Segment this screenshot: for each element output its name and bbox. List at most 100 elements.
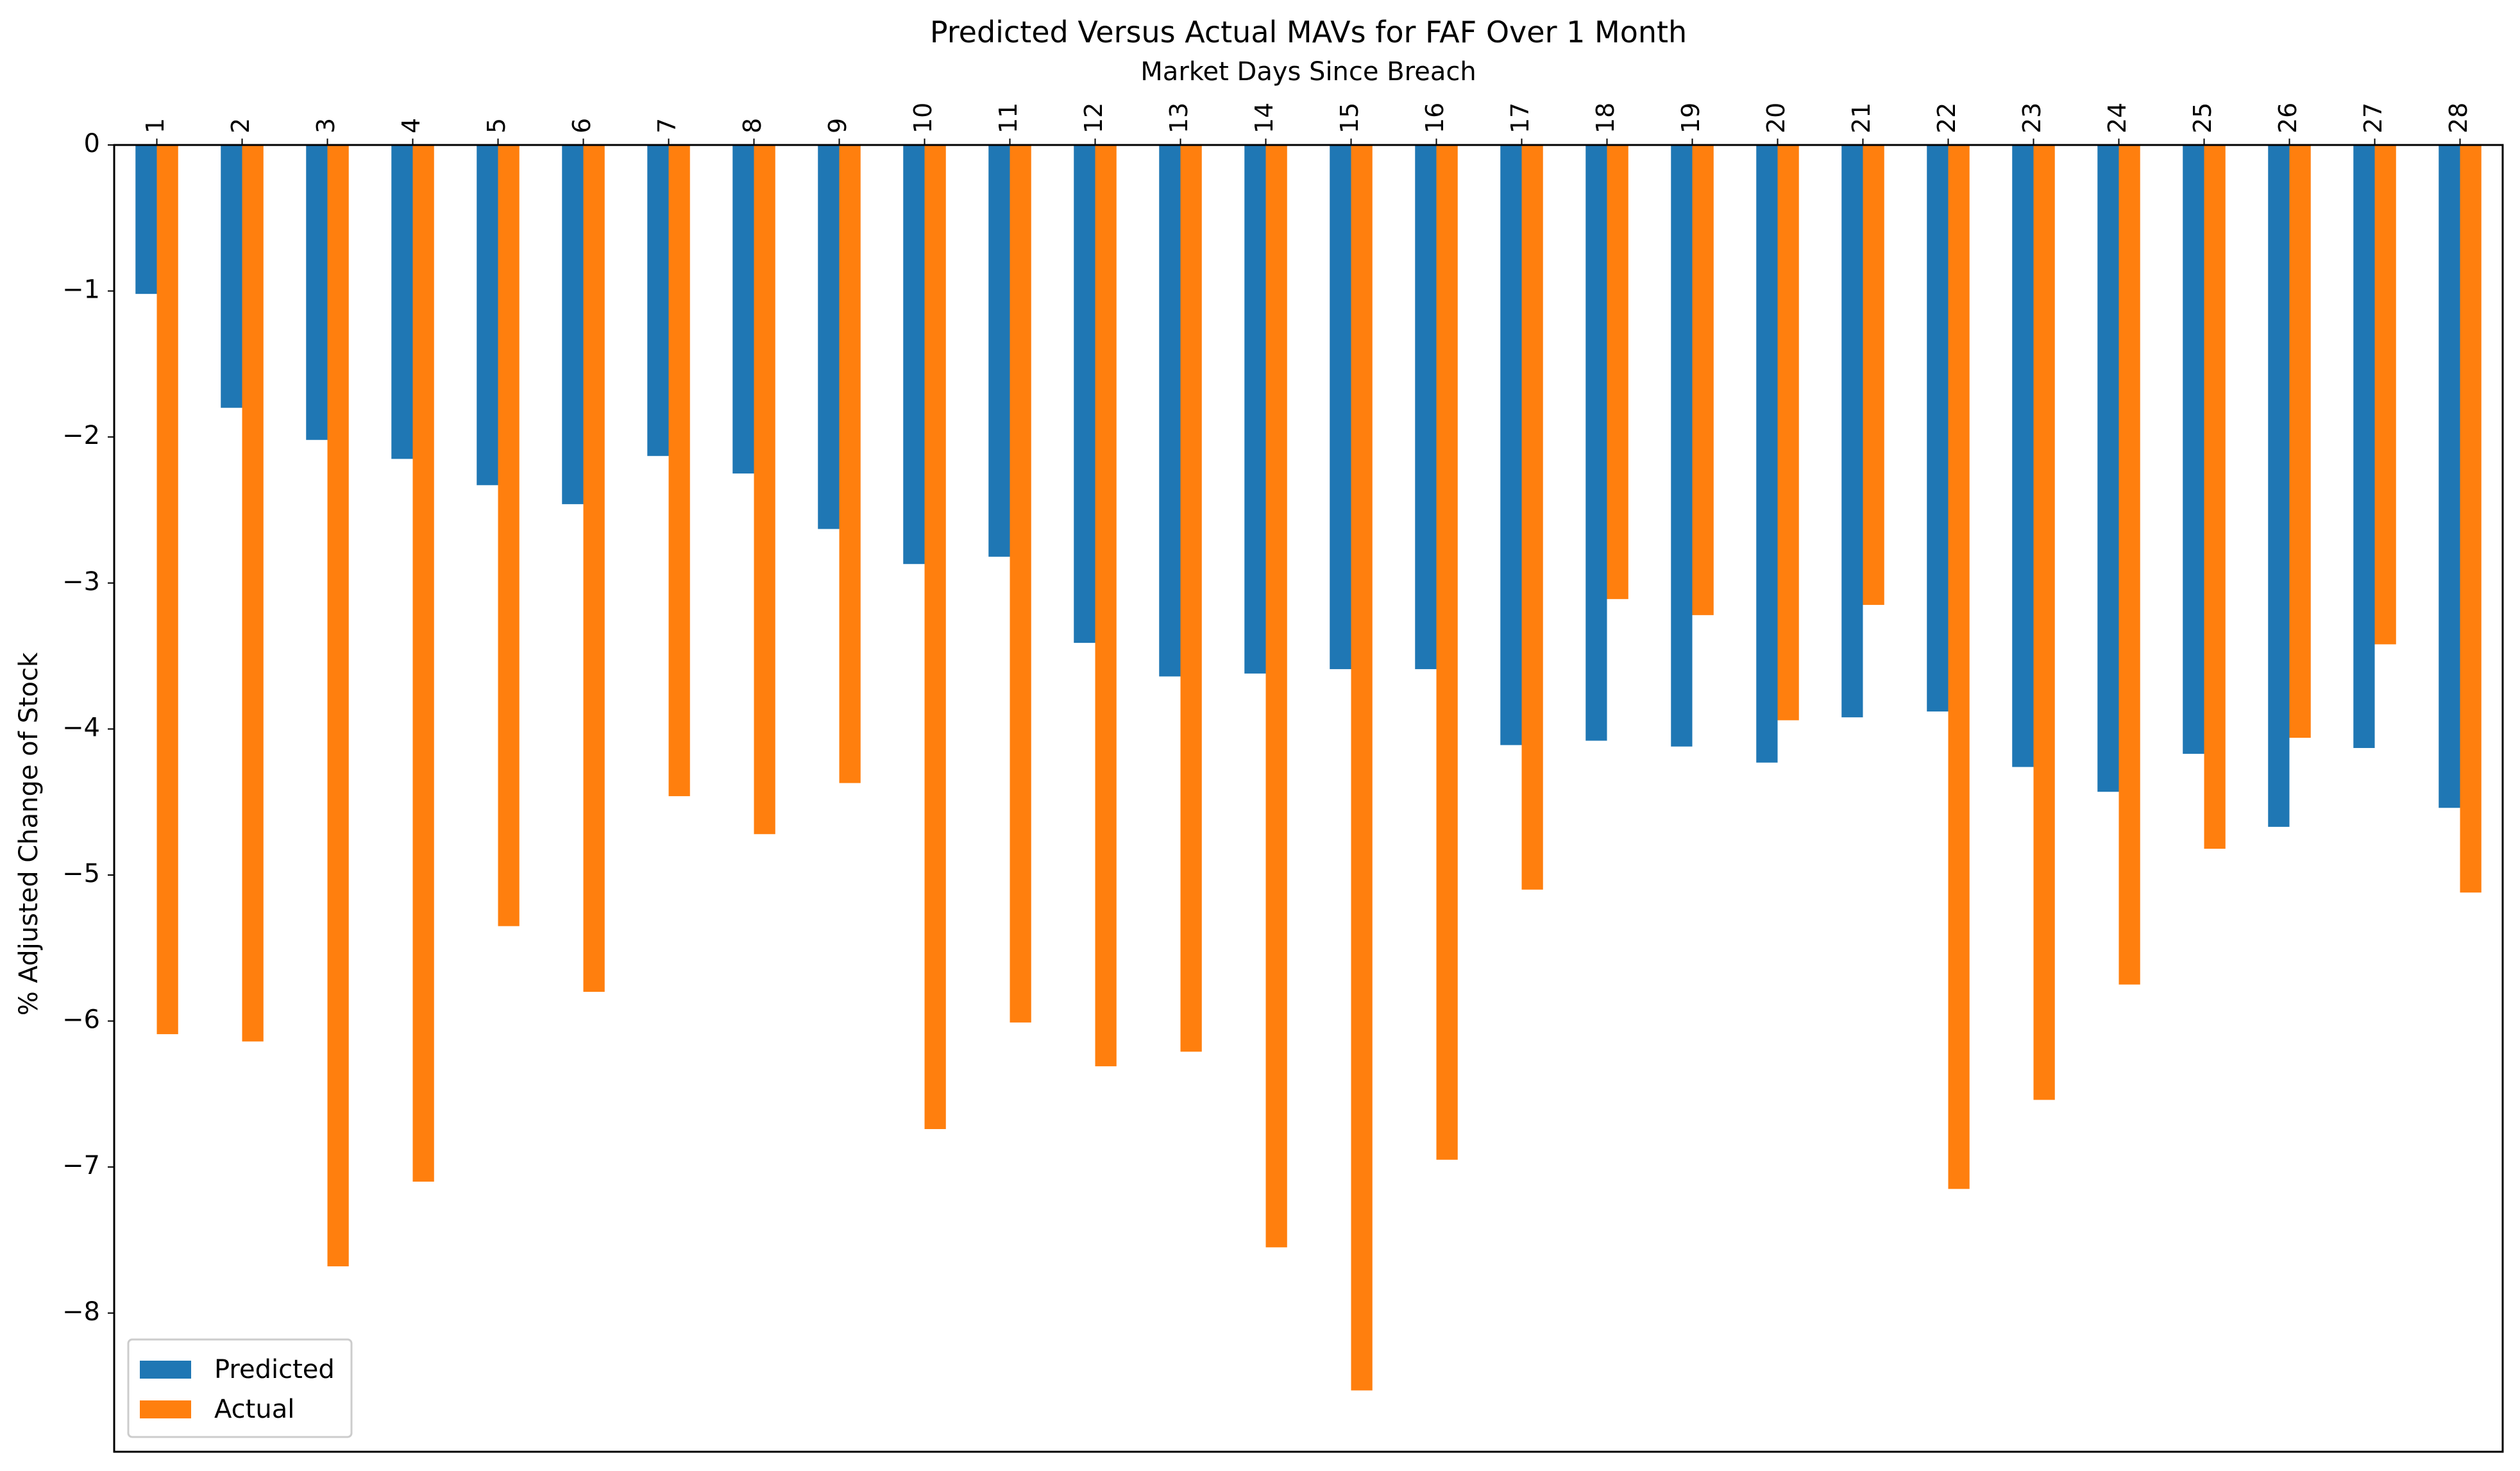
bar-predicted-27 bbox=[2353, 145, 2375, 748]
bar-predicted-7 bbox=[647, 145, 669, 456]
y-tick-label-5: −5 bbox=[62, 859, 100, 889]
bar-predicted-15 bbox=[1330, 145, 1351, 670]
bar-predicted-2 bbox=[221, 145, 242, 408]
bar-actual-27 bbox=[2374, 145, 2396, 645]
bar-predicted-23 bbox=[2012, 145, 2034, 767]
y-tick-label-1: −1 bbox=[62, 275, 100, 305]
y-tick-label-6: −6 bbox=[62, 1005, 100, 1035]
bar-predicted-21 bbox=[1841, 145, 1863, 718]
x-tick-label-8: 8 bbox=[738, 118, 766, 133]
bar-predicted-8 bbox=[732, 145, 754, 474]
bar-predicted-19 bbox=[1671, 145, 1693, 747]
bar-predicted-17 bbox=[1500, 145, 1522, 745]
bar-predicted-10 bbox=[903, 145, 925, 565]
bar-actual-10 bbox=[924, 145, 946, 1130]
chart-title: Predicted Versus Actual MAVs for FAF Ove… bbox=[930, 15, 1687, 49]
bar-actual-6 bbox=[583, 145, 605, 992]
x-tick-label-22: 22 bbox=[1932, 103, 1961, 133]
legend-swatch-predicted bbox=[140, 1361, 191, 1379]
bar-predicted-6 bbox=[562, 145, 584, 504]
x-tick-label-25: 25 bbox=[2188, 103, 2217, 133]
x-tick-label-9: 9 bbox=[824, 118, 852, 133]
x-tick-label-16: 16 bbox=[1421, 103, 1449, 133]
y-tick-label-7: −7 bbox=[62, 1151, 100, 1180]
y-tick-label-4: −4 bbox=[62, 713, 100, 742]
x-tick-label-21: 21 bbox=[1847, 103, 1875, 133]
bar-actual-4 bbox=[412, 145, 434, 1182]
bar-predicted-25 bbox=[2183, 145, 2204, 754]
bar-actual-7 bbox=[668, 145, 690, 797]
bar-actual-20 bbox=[1777, 145, 1799, 720]
bar-predicted-3 bbox=[306, 145, 328, 440]
bar-predicted-12 bbox=[1074, 145, 1095, 643]
x-tick-label-11: 11 bbox=[994, 103, 1022, 133]
bar-actual-5 bbox=[498, 145, 520, 926]
bar-actual-15 bbox=[1351, 145, 1373, 1391]
bar-predicted-11 bbox=[988, 145, 1010, 557]
x-tick-label-24: 24 bbox=[2103, 103, 2131, 133]
y-axis-label: % Adjusted Change of Stock bbox=[14, 652, 44, 1016]
bar-predicted-18 bbox=[1586, 145, 1607, 741]
bar-predicted-26 bbox=[2268, 145, 2290, 827]
x-tick-label-27: 27 bbox=[2359, 103, 2387, 133]
bar-predicted-5 bbox=[477, 145, 498, 486]
x-tick-label-1: 1 bbox=[141, 118, 169, 133]
x-tick-label-6: 6 bbox=[568, 118, 596, 133]
bar-predicted-14 bbox=[1244, 145, 1266, 674]
x-tick-label-26: 26 bbox=[2274, 103, 2302, 133]
y-tick-label-3: −3 bbox=[62, 567, 100, 597]
bar-actual-11 bbox=[1010, 145, 1031, 1023]
x-tick-label-28: 28 bbox=[2444, 103, 2473, 133]
bar-predicted-4 bbox=[391, 145, 413, 459]
x-tick-label-3: 3 bbox=[312, 118, 340, 133]
bar-actual-28 bbox=[2460, 145, 2482, 893]
x-tick-label-12: 12 bbox=[1079, 103, 1108, 133]
x-tick-label-17: 17 bbox=[1506, 103, 1534, 133]
legend-label-predicted: Predicted bbox=[214, 1355, 335, 1384]
x-tick-label-23: 23 bbox=[2018, 103, 2046, 133]
bar-actual-13 bbox=[1180, 145, 1202, 1052]
bars-layer bbox=[135, 145, 2482, 1391]
bar-actual-19 bbox=[1692, 145, 1714, 615]
legend: Predicted Actual bbox=[127, 1338, 353, 1438]
x-tick-label-19: 19 bbox=[1677, 103, 1705, 133]
x-tick-label-10: 10 bbox=[909, 103, 937, 133]
x-tick-label-14: 14 bbox=[1250, 103, 1278, 133]
bar-predicted-24 bbox=[2097, 145, 2119, 792]
bar-actual-3 bbox=[327, 145, 349, 1266]
legend-swatch-actual bbox=[140, 1400, 191, 1418]
x-tick-label-2: 2 bbox=[226, 118, 255, 133]
x-tick-label-4: 4 bbox=[397, 118, 425, 133]
bar-predicted-16 bbox=[1415, 145, 1437, 670]
bar-predicted-28 bbox=[2439, 145, 2460, 808]
bar-predicted-22 bbox=[1927, 145, 1949, 712]
x-tick-label-5: 5 bbox=[482, 118, 511, 133]
x-tick-label-20: 20 bbox=[1762, 103, 1790, 133]
plot-frame bbox=[113, 144, 2504, 1453]
bar-actual-12 bbox=[1095, 145, 1117, 1067]
y-tick-label-8: −8 bbox=[62, 1297, 100, 1327]
bar-actual-21 bbox=[1863, 145, 1884, 605]
y-tick-label-2: −2 bbox=[62, 421, 100, 450]
bar-actual-22 bbox=[1948, 145, 1970, 1189]
x-tick-label-15: 15 bbox=[1335, 103, 1364, 133]
x-axis-label: Market Days Since Breach bbox=[1140, 57, 1476, 87]
bar-actual-17 bbox=[1521, 145, 1543, 890]
bar-actual-8 bbox=[754, 145, 775, 835]
bar-predicted-13 bbox=[1159, 145, 1181, 677]
bar-actual-18 bbox=[1607, 145, 1628, 599]
x-tick-label-18: 18 bbox=[1591, 103, 1619, 133]
bar-predicted-20 bbox=[1756, 145, 1778, 763]
y-tick-label-0: 0 bbox=[84, 129, 100, 158]
x-ticks-layer: 1 2 3 4 5 6 7 8 9 10 11 12 13 14 15 16 17 18 19 20 21 22 23 24 2… bbox=[141, 103, 2473, 145]
bar-actual-2 bbox=[242, 145, 264, 1042]
bar-actual-25 bbox=[2204, 145, 2226, 849]
bar-actual-26 bbox=[2289, 145, 2311, 738]
bar-actual-23 bbox=[2033, 145, 2055, 1100]
x-tick-label-13: 13 bbox=[1165, 103, 1193, 133]
x-tick-label-7: 7 bbox=[653, 118, 681, 133]
y-ticks-layer: 0 −1 −2 −3 −4 −5 −6 −7 −8 bbox=[62, 129, 114, 1327]
bar-predicted-9 bbox=[818, 145, 840, 529]
legend-label-actual: Actual bbox=[214, 1395, 294, 1424]
